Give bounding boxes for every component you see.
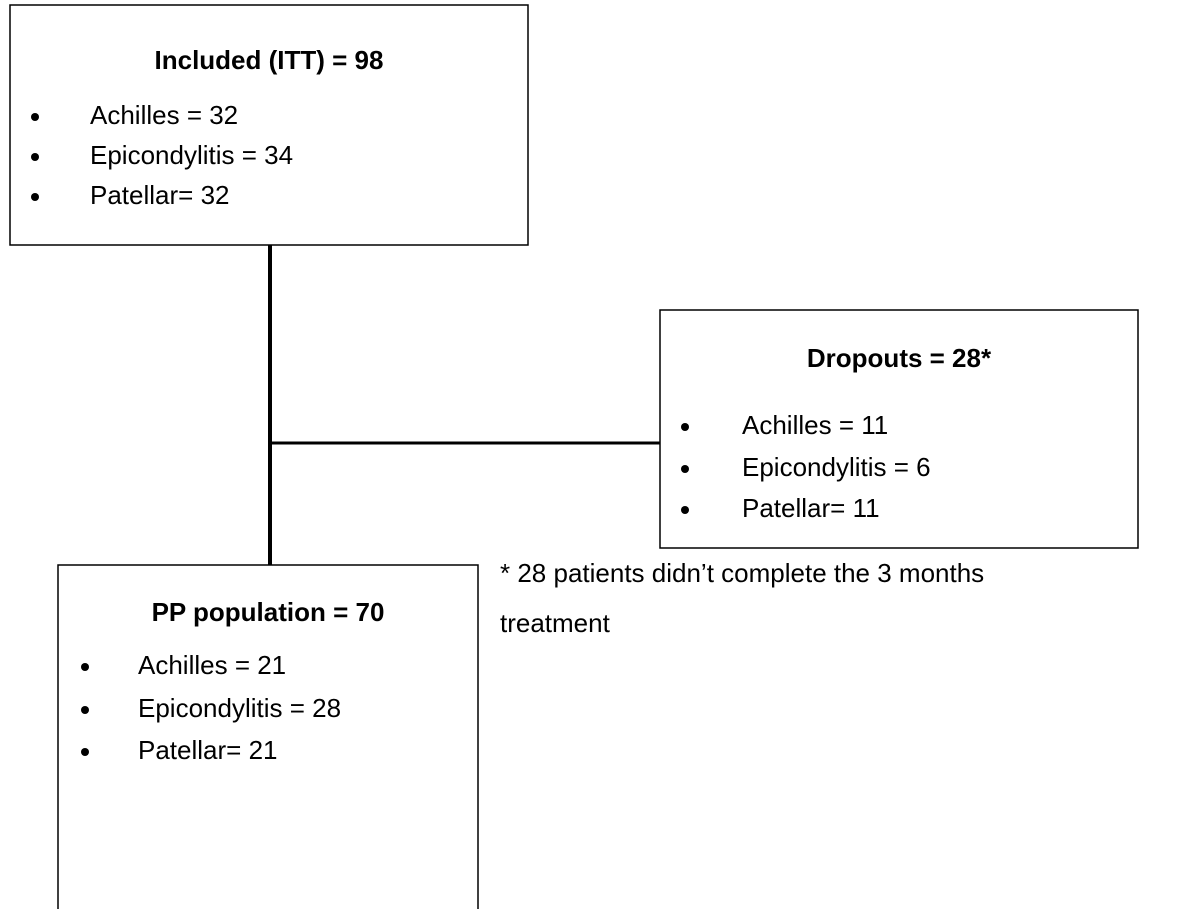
node-item: Epicondylitis = 34 xyxy=(90,140,294,170)
node-title: Dropouts = 28* xyxy=(806,343,992,373)
bullet xyxy=(681,506,689,514)
bullet xyxy=(31,153,39,161)
node-item: Patellar= 32 xyxy=(90,180,230,210)
footnote: * 28 patients didn’t complete the 3 mont… xyxy=(500,558,985,638)
node-item: Patellar= 11 xyxy=(742,493,880,523)
node-item: Achilles = 32 xyxy=(90,100,239,130)
node-item: Epicondylitis = 28 xyxy=(138,693,342,723)
bullet xyxy=(31,113,39,121)
bullet xyxy=(81,748,89,756)
node-item: Epicondylitis = 6 xyxy=(742,452,931,482)
node-title: Included (ITT) = 98 xyxy=(154,45,384,75)
node-item: Achilles = 21 xyxy=(138,650,287,680)
bullet xyxy=(681,423,689,431)
node-title: PP population = 70 xyxy=(151,597,385,627)
bullet xyxy=(681,465,689,473)
bullet xyxy=(81,706,89,714)
bullet xyxy=(81,663,89,671)
box-included xyxy=(9,4,529,246)
node-item: Achilles = 11 xyxy=(742,410,889,440)
node-item: Patellar= 21 xyxy=(138,735,278,765)
box-dropouts xyxy=(659,309,1139,549)
bullet xyxy=(31,193,39,201)
